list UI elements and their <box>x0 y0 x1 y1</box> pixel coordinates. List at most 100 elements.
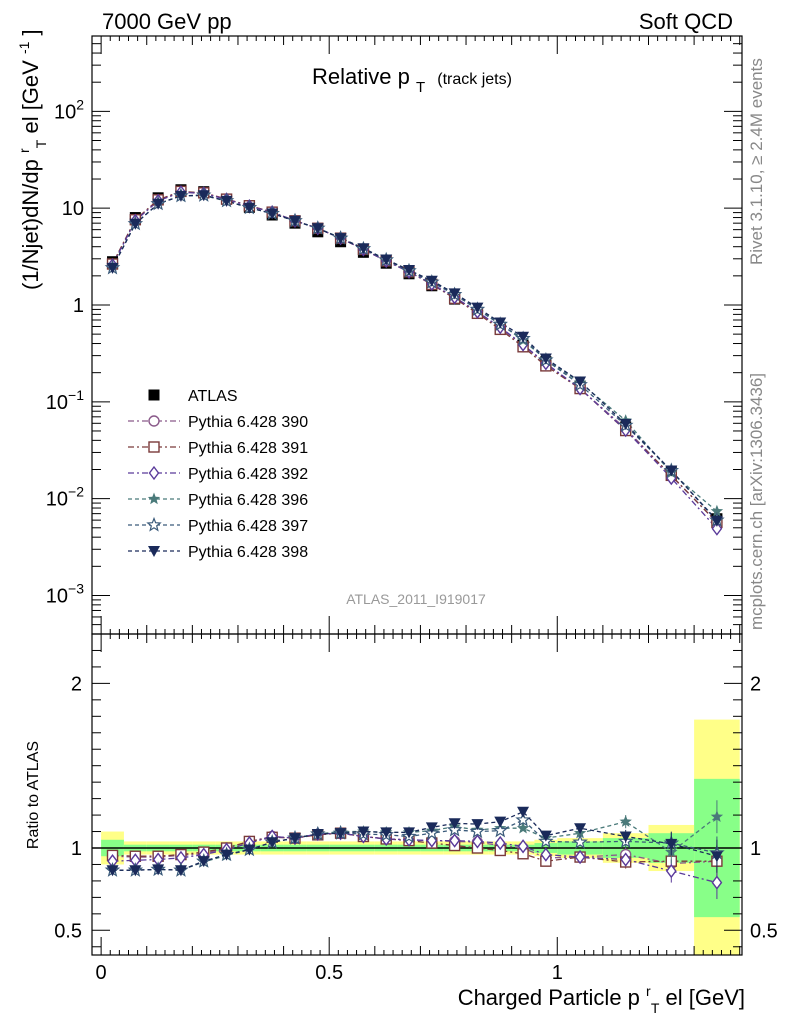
mc-point <box>220 195 233 207</box>
legend-entry: Pythia 6.428 398 <box>128 544 308 561</box>
mc-point <box>311 223 324 235</box>
mc-point <box>243 202 256 214</box>
ratio-point <box>494 835 506 851</box>
ratio-point <box>665 838 678 850</box>
mc-point <box>266 208 279 220</box>
y-tick-base: 10 <box>46 585 68 607</box>
x-axis-label: Charged Particle p r T el [GeV] <box>458 976 745 1018</box>
legend-entry: Pythia 6.428 391 <box>128 440 308 457</box>
legend-marker <box>148 441 160 453</box>
ratio-point <box>472 834 483 849</box>
mc-point <box>152 198 165 210</box>
ratio-ylabel: Ratio to ATLAS <box>25 741 42 849</box>
mcplots-label: mcplots.cern.ch [arXiv:1306.3436] <box>747 373 766 630</box>
ratio-y-tick-label-right: 1 <box>750 838 761 860</box>
x-tick-label: 1 <box>552 962 563 984</box>
y-tick-base: 10 <box>62 198 84 220</box>
main-ylabel-sup: r <box>16 148 32 153</box>
legend-label: Pythia 6.428 396 <box>188 492 308 509</box>
mc-point <box>197 190 210 202</box>
main-ylabel: (1/Njet)dN/dp r T el [GeV -1 ] <box>9 29 51 290</box>
mc-point <box>288 215 301 227</box>
mc-point <box>517 331 530 343</box>
ratio-point <box>403 827 416 839</box>
main-ylabel-sup2: -1 <box>16 41 32 54</box>
x-tick-label: 0 <box>96 962 107 984</box>
ratio-point <box>492 822 508 838</box>
ratio-y-tick-label: 1 <box>71 838 82 860</box>
legend-entry: Pythia 6.428 392 <box>128 465 308 483</box>
ratio-y-tick-label: 2 <box>71 673 82 695</box>
mc-point <box>710 504 724 517</box>
legend-entry: ATLAS <box>148 388 238 405</box>
main-panel <box>104 184 725 536</box>
mc-point <box>619 419 632 431</box>
mc-point <box>448 288 461 300</box>
ratio-point <box>517 806 530 818</box>
ratio-panel <box>92 719 742 955</box>
y-tick-label: 102 <box>54 96 84 123</box>
ratio-point <box>220 849 233 861</box>
series-line <box>111 194 718 522</box>
ratio-point <box>357 826 370 838</box>
y-tick-exp: −3 <box>68 580 84 596</box>
ratio-point <box>106 865 119 877</box>
ratio-point <box>243 844 256 856</box>
ratio-point <box>516 821 530 834</box>
ratio-point <box>494 816 507 828</box>
xlabel-end: el [GeV] <box>666 985 745 1010</box>
ratio-point <box>540 847 552 862</box>
ratio-point <box>619 831 632 843</box>
legend-entry: Pythia 6.428 397 <box>128 516 308 535</box>
legend-label: Pythia 6.428 391 <box>188 440 308 457</box>
ratio-point <box>620 852 632 867</box>
legend-marker <box>147 492 161 505</box>
ratio-point <box>449 833 461 848</box>
legend-label: Pythia 6.428 390 <box>188 414 308 431</box>
legend-label: Pythia 6.428 397 <box>188 518 308 535</box>
ratio-frame <box>91 633 743 956</box>
ratio-y-tick-label: 0.5 <box>54 920 82 942</box>
xlabel-text: Charged Particle p <box>458 985 640 1010</box>
legend-label: Pythia 6.428 392 <box>188 466 308 483</box>
main-title-text: Relative p <box>312 64 410 89</box>
ratio-point <box>152 864 165 876</box>
main-title-suffix: (track jets) <box>437 71 512 88</box>
ratio-point <box>471 819 484 831</box>
ratio-point <box>574 823 587 835</box>
series-line <box>111 194 718 512</box>
y-tick-label: 10−2 <box>46 484 84 511</box>
ratio-point <box>469 823 486 839</box>
y-tick-base: 10 <box>54 101 76 123</box>
ratio-point <box>711 875 723 890</box>
mc-point <box>403 264 416 276</box>
legend-marker <box>148 546 160 557</box>
main-ylabel-mid: el [GeV <box>18 60 43 134</box>
ratio-point <box>174 865 187 877</box>
mc-point <box>357 243 370 255</box>
ratio-y-tick-label-right: 2 <box>750 673 761 695</box>
xlabel-sub: T <box>651 1000 660 1016</box>
y-tick-base: 10 <box>46 489 68 511</box>
ratio-point <box>572 834 588 849</box>
header-left: 7000 GeV pp <box>102 9 232 34</box>
ratio-point <box>619 815 632 827</box>
ratio-point <box>446 821 463 837</box>
x-tick-label: 0.5 <box>315 962 343 984</box>
mc-point <box>425 275 438 287</box>
ratio-point <box>710 851 723 863</box>
mc-point <box>665 465 678 477</box>
xlabel-sup: r <box>646 983 651 999</box>
ratio-point <box>665 863 677 879</box>
legend-marker <box>148 415 160 427</box>
ratio-point <box>515 811 531 827</box>
mc-point <box>129 218 142 230</box>
legend-label: ATLAS <box>188 388 238 405</box>
legend-label: Pythia 6.428 398 <box>188 544 308 561</box>
y-tick-exp: 2 <box>76 96 84 112</box>
mc-point <box>380 254 393 266</box>
ratio-y-tick-label-right: 0.5 <box>750 920 778 942</box>
main-title-sub: T <box>416 79 425 96</box>
ratio-point <box>517 839 529 854</box>
